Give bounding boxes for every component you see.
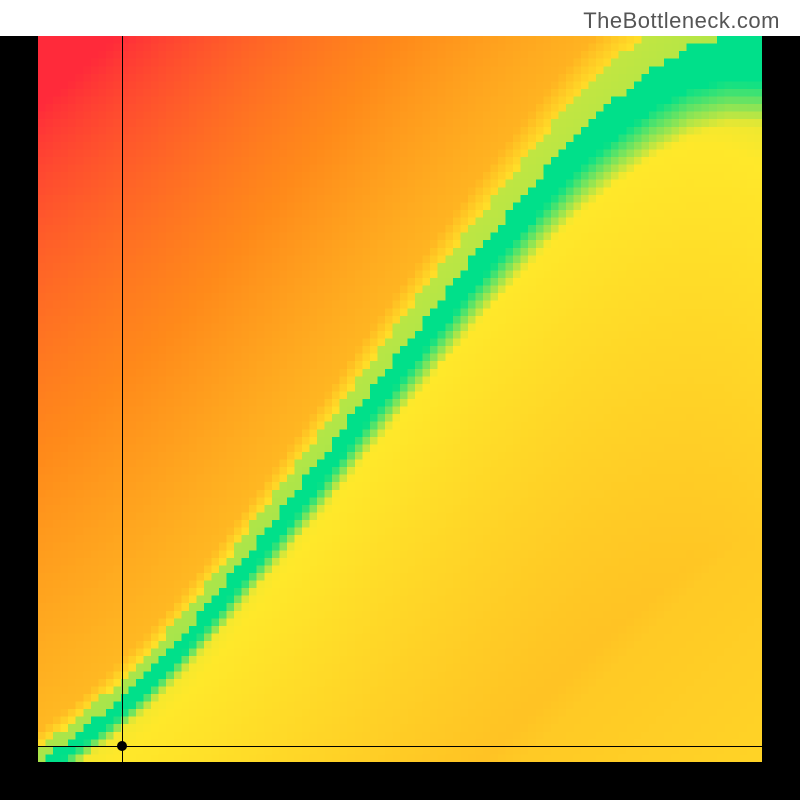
crosshair-horizontal-line: [38, 746, 762, 747]
chart-frame: [0, 36, 800, 800]
crosshair-vertical-line: [122, 36, 123, 762]
reference-point-dot: [117, 741, 127, 751]
watermark-text: TheBottleneck.com: [583, 8, 780, 34]
bottleneck-heatmap: [38, 36, 762, 762]
